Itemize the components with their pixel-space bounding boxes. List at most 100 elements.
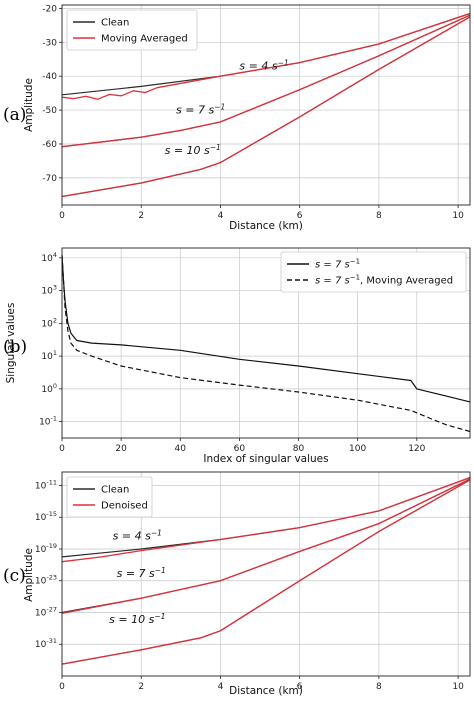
y-tick-label: 100 <box>41 382 57 395</box>
y-tick-exponent: -27 <box>46 605 57 613</box>
curve-annotation: s = 10 s−1 <box>165 143 221 157</box>
y-axis-label: Amplitude <box>23 78 35 132</box>
y-tick-base: 10 <box>41 254 53 264</box>
legend-label-0: s = 7 s−1 <box>315 258 360 271</box>
x-tick-label: 2 <box>138 682 144 692</box>
x-tick-label: 8 <box>376 211 382 221</box>
y-tick-exponent: -15 <box>46 510 57 518</box>
x-tick-label: 0 <box>59 444 65 454</box>
legend-label-1: s = 7 s−1, Moving Averaged <box>315 274 453 287</box>
y-tick-label: 10-27 <box>35 605 57 618</box>
x-axis-label: Distance (km) <box>229 220 303 232</box>
y-tick-exponent: 4 <box>53 251 57 259</box>
annotation-text: s = 7 s <box>176 103 214 116</box>
x-tick-label: 120 <box>408 444 425 454</box>
series-line-1 <box>61 12 471 100</box>
panel-label: (b) <box>3 337 27 357</box>
x-tick-label: 40 <box>175 444 187 454</box>
series-line-3 <box>61 14 471 148</box>
series-line-1 <box>61 255 471 433</box>
y-tick-base: 10 <box>41 319 53 329</box>
x-tick-label: 10 <box>452 682 464 692</box>
y-tick-label: 10-15 <box>35 510 57 523</box>
annotation-superscript: −1 <box>151 528 162 537</box>
legend-label-1: Moving Averaged <box>101 34 188 45</box>
y-tick-label: -60 <box>42 140 57 150</box>
legend-box <box>66 9 198 51</box>
annotation-superscript: −1 <box>214 102 225 111</box>
x-tick-label: 0 <box>59 682 65 692</box>
x-tick-label: 8 <box>376 682 382 692</box>
legend-label-text: Moving Averaged <box>101 34 188 45</box>
y-tick-label: -20 <box>42 4 57 14</box>
legend-label-text: s = 7 s <box>315 260 350 271</box>
x-tick-label: 60 <box>234 444 246 454</box>
y-tick-base: 10 <box>41 352 53 362</box>
panel-b-chart: 0 20 40 60 80 100 12010-1100101102103104Index … <box>3 247 471 465</box>
annotation-superscript: −1 <box>278 58 289 67</box>
y-tick-label: 101 <box>41 349 57 362</box>
panel-label: (a) <box>3 105 26 125</box>
series-line-1 <box>61 476 471 563</box>
x-tick-label: 10 <box>452 211 464 221</box>
annotation-text: s = 7 s <box>117 567 155 580</box>
x-tick-label: 6 <box>297 682 303 692</box>
plot-frame <box>61 471 471 677</box>
x-tick-label: 80 <box>293 444 305 454</box>
y-tick-exponent: 3 <box>53 284 57 292</box>
y-axis-label: Amplitude <box>23 548 35 602</box>
legend-label-1: Denoised <box>101 501 148 512</box>
annotation-text: s = 10 s <box>165 144 210 157</box>
x-tick-label: 2 <box>138 211 144 221</box>
y-tick-label: 10-19 <box>35 542 57 555</box>
y-tick-label: -40 <box>42 72 57 82</box>
legend-label-text: s = 7 s <box>315 276 350 287</box>
y-tick-exponent: -1 <box>51 415 57 423</box>
x-tick-label: 20 <box>115 444 127 454</box>
y-tick-base: 10 <box>39 418 51 428</box>
y-tick-exponent: -31 <box>46 637 57 645</box>
panel-c-chart: 0 2 4 6 8 1010-3110-2710-2310-1910-1510-11Dis… <box>3 471 471 697</box>
y-tick-base: 10 <box>35 545 47 555</box>
annotation-text: s = 10 s <box>109 613 154 626</box>
y-tick-exponent: -11 <box>46 478 57 486</box>
y-tick-label: 102 <box>41 316 57 329</box>
y-tick-label: 10-1 <box>39 415 57 428</box>
series-line-0 <box>61 255 471 403</box>
y-tick-label: 10-11 <box>35 478 57 491</box>
curve-annotation: s = 7 s−1 <box>176 102 225 116</box>
y-tick-base: 10 <box>41 385 53 395</box>
y-tick-label: 10-31 <box>35 637 57 650</box>
legend-superscript: −1 <box>350 258 360 266</box>
y-tick-base: 10 <box>35 640 47 650</box>
y-tick-label: -30 <box>42 38 57 48</box>
series-line-3 <box>61 478 471 614</box>
legend-label-text: Denoised <box>101 501 148 512</box>
panel-label: (c) <box>3 566 26 586</box>
x-tick-label: 4 <box>218 211 224 221</box>
legend-label-suffix: , Moving Averaged <box>360 276 453 287</box>
y-tick-label: 103 <box>41 284 57 297</box>
panel-a-chart: 0 2 4 6 8 10 -70 -60 -50 -40 -30 -20 Distance (km) Am… <box>3 4 471 232</box>
y-tick-exponent: -19 <box>46 542 57 550</box>
y-tick-label: 104 <box>41 251 57 264</box>
x-tick-label: 4 <box>218 682 224 692</box>
curve-annotation: s = 4 s−1 <box>239 58 288 72</box>
legend-superscript: −1 <box>350 274 360 282</box>
y-tick-exponent: -23 <box>46 574 57 582</box>
x-tick-label: 0 <box>59 211 65 221</box>
y-tick-exponent: 2 <box>53 316 57 324</box>
annotation-superscript: −1 <box>210 143 221 152</box>
y-tick-base: 10 <box>35 608 47 618</box>
y-tick-exponent: 0 <box>53 382 57 390</box>
y-tick-base: 10 <box>41 287 53 297</box>
curve-annotation: s = 7 s−1 <box>117 566 166 580</box>
x-tick-label: 6 <box>297 211 303 221</box>
curve-annotation: s = 4 s−1 <box>113 528 162 542</box>
y-tick-label: 10-23 <box>35 574 57 587</box>
annotation-text: s = 4 s <box>113 529 151 542</box>
legend-label-0: Clean <box>101 485 129 496</box>
plot-frame <box>61 247 471 439</box>
y-tick-label: -50 <box>42 106 57 116</box>
